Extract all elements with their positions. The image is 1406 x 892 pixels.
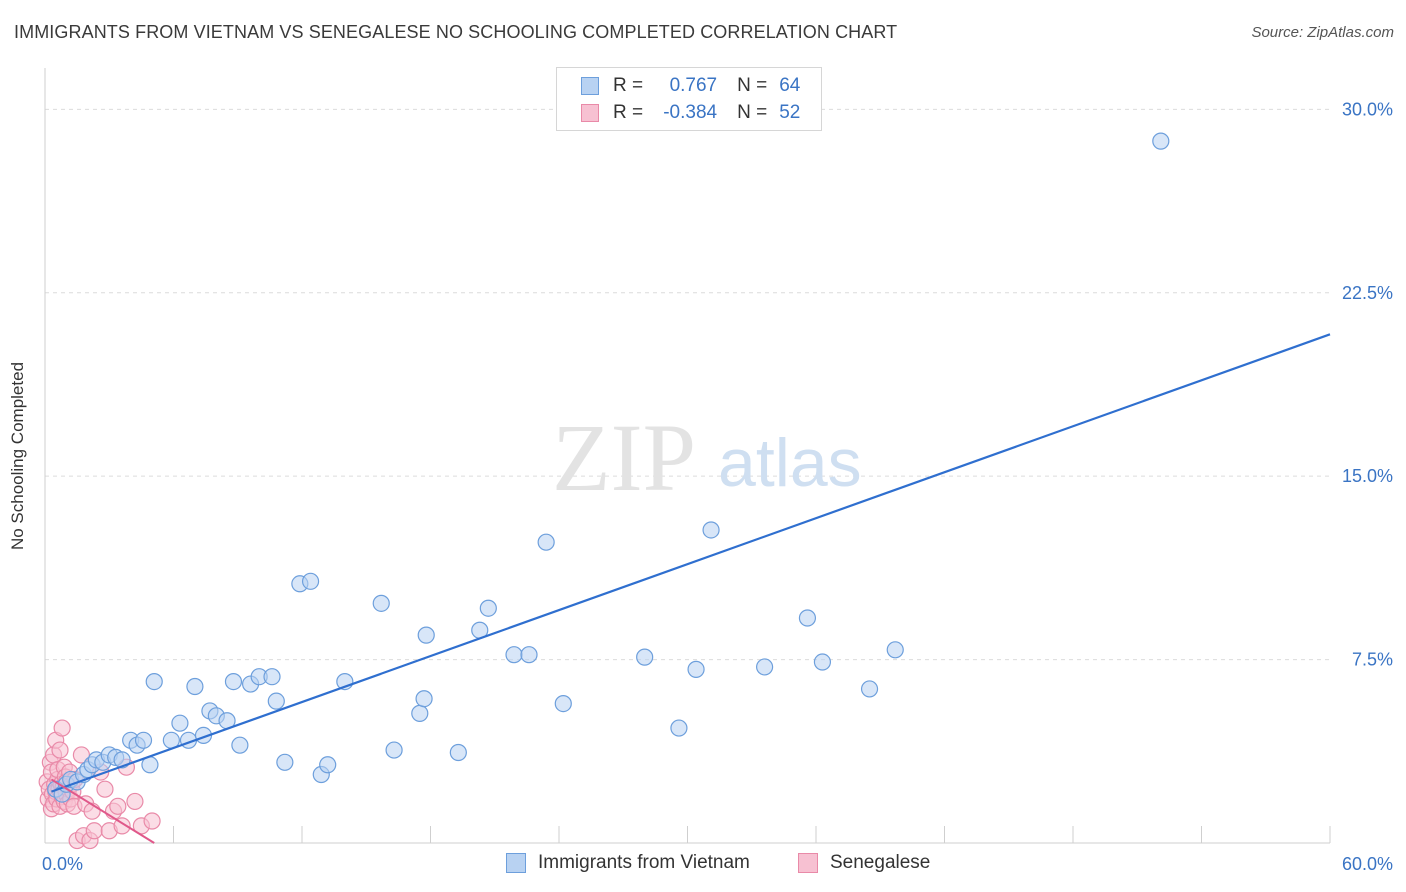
senegalese-point [53, 719, 71, 737]
trend-lines [50, 333, 1331, 844]
legend-row-senegalese: R = -0.384 N = 52 [581, 101, 800, 125]
vietnam-point [479, 599, 497, 617]
vietnam-point [702, 521, 720, 539]
vietnam-point [886, 641, 904, 659]
vietnam-point [134, 731, 153, 749]
x-tick-label: 0.0% [42, 854, 83, 874]
vietnam-legend-icon [506, 853, 526, 873]
vietnam-point [687, 660, 705, 678]
senegalese-point [143, 812, 161, 830]
senegalese-point [85, 822, 103, 840]
senegalese-legend-icon [798, 853, 818, 873]
vietnam-point [554, 695, 572, 713]
legend-n-label: N = [737, 75, 768, 96]
vietnam-trend-line [51, 333, 1331, 793]
watermark-zip: ZIP [552, 404, 696, 511]
legend-r-label: R = [613, 75, 644, 96]
vietnam-swatch-icon [581, 77, 599, 95]
series-legend: Immigrants from Vietnam Senegalese [0, 852, 1406, 878]
legend-r-value-senegalese: -0.384 [663, 102, 718, 123]
legend-row-vietnam: R = 0.767 N = 64 [581, 74, 800, 98]
senegalese-trend-line [50, 778, 155, 844]
legend-n-value-vietnam: 64 [779, 75, 801, 96]
tick-labels: 7.5% 15.0% 22.5% 30.0% 0.0% 60.0% [42, 99, 1393, 874]
legend-n-value-senegalese: 52 [779, 102, 801, 123]
series-vietnam [47, 132, 1170, 803]
senegalese-point [126, 792, 144, 811]
y-tick-label: 22.5% [1342, 283, 1393, 303]
vietnam-point [860, 680, 879, 698]
vietnam-point [171, 714, 189, 732]
axes [44, 68, 1331, 844]
watermark-atlas: atlas [718, 425, 862, 501]
vietnam-point [417, 626, 435, 644]
senegalese-swatch-icon [581, 104, 599, 122]
chart-title: IMMIGRANTS FROM VIETNAM VS SENEGALESE NO… [14, 22, 898, 42]
legend-item-vietnam[interactable]: Immigrants from Vietnam [506, 852, 750, 874]
source-label: Source: ZipAtlas.com [1251, 24, 1394, 41]
senegalese-point [96, 780, 114, 798]
vietnam-point [505, 646, 523, 664]
grid-lines [45, 108, 1330, 661]
vietnam-point [449, 743, 467, 762]
vietnam-point [231, 736, 249, 754]
vietnam-point [186, 677, 204, 696]
x-tick-label: 60.0% [1342, 854, 1393, 874]
legend-item-senegalese[interactable]: Senegalese [798, 852, 930, 874]
legend-label-senegalese: Senegalese [830, 852, 931, 873]
legend-n-label: N = [737, 102, 768, 123]
legend-r-label: R = [613, 102, 644, 123]
vietnam-point [798, 609, 817, 627]
vietnam-point [319, 756, 337, 774]
vietnam-point [1152, 132, 1170, 150]
legend-r-value-vietnam: 0.767 [669, 75, 718, 96]
vietnam-point [670, 719, 688, 737]
senegalese-point [109, 797, 127, 815]
vietnam-point [520, 646, 538, 664]
vietnam-point [263, 668, 281, 686]
vietnam-point [813, 653, 832, 671]
vietnam-point [537, 533, 555, 551]
legend-label-vietnam: Immigrants from Vietnam [538, 852, 750, 873]
vietnam-point [385, 741, 403, 759]
y-axis-label: No Schooling Completed [8, 361, 27, 551]
vietnam-point [411, 704, 429, 722]
vietnam-point [145, 672, 163, 691]
senegalese-point [113, 817, 131, 835]
y-tick-label: 15.0% [1342, 466, 1393, 486]
vietnam-point [301, 572, 320, 590]
vietnam-point [224, 672, 243, 691]
y-tick-label: 7.5% [1352, 650, 1393, 670]
vietnam-point [372, 594, 390, 612]
vietnam-point [276, 753, 294, 771]
correlation-legend: R = 0.767 N = 64 R = -0.384 N = 52 [556, 67, 822, 131]
vietnam-point [415, 690, 433, 708]
vietnam-point [636, 648, 654, 666]
vietnam-point [267, 692, 285, 710]
vietnam-point [755, 658, 774, 676]
y-tick-label: 30.0% [1342, 99, 1393, 119]
senegalese-point [51, 741, 69, 759]
